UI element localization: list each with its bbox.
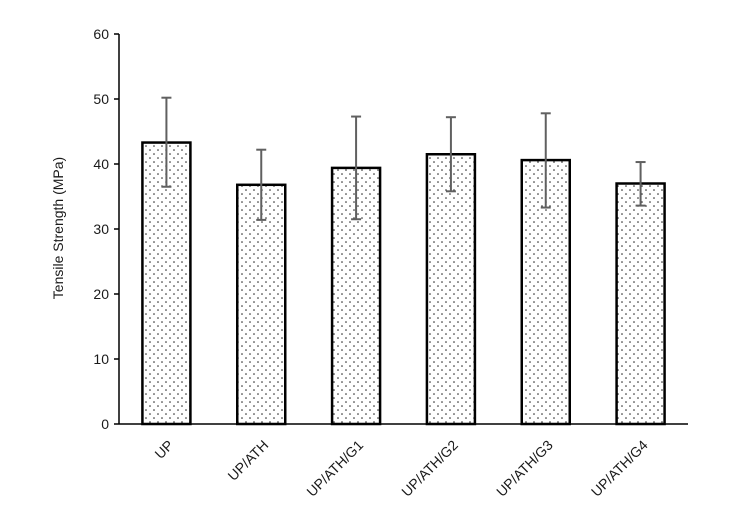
x-tick-label: UP/ATH/G1 — [303, 437, 366, 500]
error-bar-up-ath — [256, 148, 267, 221]
error-bars-layer — [161, 96, 646, 221]
bar-up-ath-g4 — [615, 182, 666, 426]
bar-up-ath-g3 — [520, 158, 571, 426]
error-bar-up-ath-g3 — [540, 112, 551, 209]
error-bar-up — [161, 96, 172, 188]
y-tick-label: 20 — [93, 286, 109, 302]
bar-up-ath — [236, 183, 287, 426]
bar-up — [141, 141, 192, 426]
x-tick-label: UP/ATH — [224, 437, 271, 484]
y-axis-title: Tensile Strength (MPa) — [50, 157, 66, 299]
axes-layer — [118, 34, 688, 425]
x-tick-label: UP/ATH/G3 — [493, 437, 556, 500]
bar-up-ath-g2 — [425, 153, 477, 426]
x-categories-layer: UP UP/ATH UP/ATH/G1 UP/ATH/G2 UP/ATH/G3 UP/AT… — [151, 437, 650, 500]
error-bar-up-ath-g1 — [351, 115, 362, 221]
y-tick-label: 0 — [101, 416, 109, 432]
y-tick-label: 30 — [93, 221, 109, 237]
x-tick-label: UP/ATH/G2 — [398, 437, 461, 500]
error-bar-up-ath-g2 — [445, 116, 456, 193]
y-tick-label: 10 — [93, 351, 109, 367]
y-ticks-layer: 0 10 20 30 40 50 60 — [93, 26, 119, 432]
y-tick-label: 50 — [93, 91, 109, 107]
x-tick-label: UP — [151, 437, 176, 462]
bars-layer — [141, 141, 666, 426]
error-bar-up-ath-g4 — [635, 161, 646, 207]
x-tick-label: UP/ATH/G4 — [588, 437, 651, 500]
y-tick-label: 60 — [93, 26, 109, 42]
y-tick-label: 40 — [93, 156, 109, 172]
